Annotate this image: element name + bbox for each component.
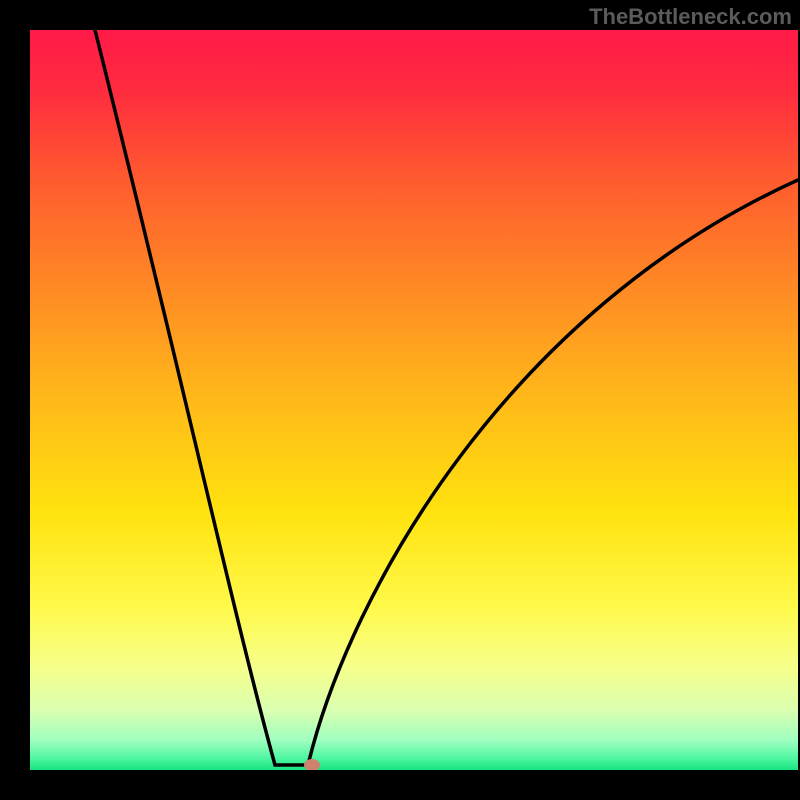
- watermark-text: TheBottleneck.com: [589, 4, 792, 30]
- bottleneck-curve: [30, 30, 798, 770]
- optimal-point-marker: [304, 759, 320, 770]
- plot-area: [30, 30, 798, 770]
- curve-path: [95, 30, 798, 765]
